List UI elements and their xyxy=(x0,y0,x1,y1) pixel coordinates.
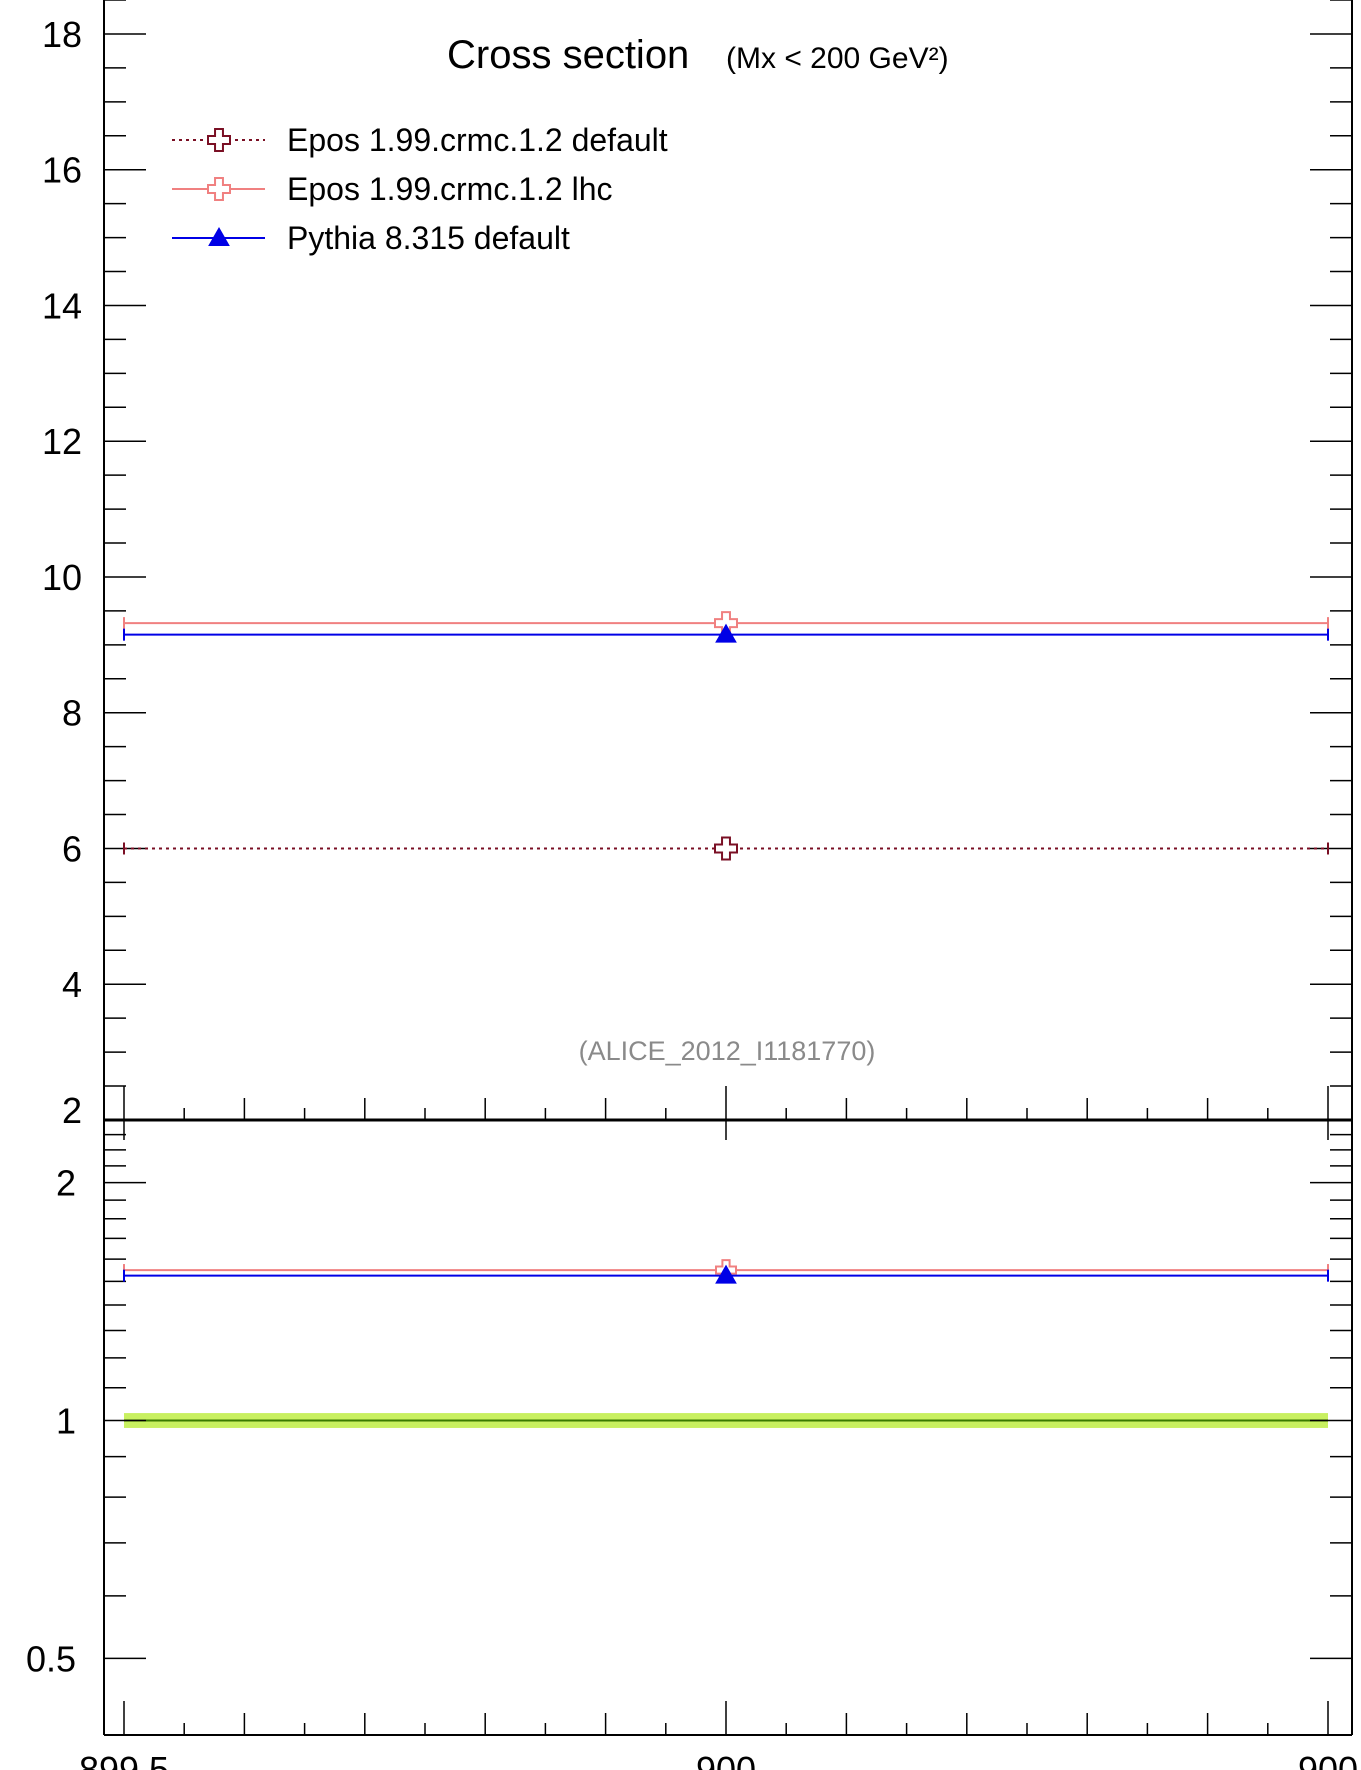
legend-label-2: Pythia 8.315 default xyxy=(287,220,570,256)
main-y-tick-label: 6 xyxy=(62,828,82,869)
legend-marker-0 xyxy=(207,128,231,152)
legend-marker-2 xyxy=(208,226,230,246)
legend-label-0: Epos 1.99.crmc.1.2 default xyxy=(287,122,668,158)
main-y-tick-label: 4 xyxy=(62,964,82,1005)
ratio-y-tick-label: 0.5 xyxy=(26,1638,76,1679)
main-y-tick-label: 10 xyxy=(42,557,82,598)
ratio-reference-band xyxy=(124,1413,1328,1428)
main-y-tick-label: 16 xyxy=(42,150,82,191)
x-tick-label: 899.5 xyxy=(79,1749,169,1770)
ratio-y-tick-label: 1 xyxy=(56,1400,76,1441)
series-marks xyxy=(123,611,1329,1284)
legend-marker-1 xyxy=(207,177,231,201)
legend-label-1: Epos 1.99.crmc.1.2 lhc xyxy=(287,171,612,207)
main-y-tick-label: 12 xyxy=(42,421,82,462)
plot-frames xyxy=(103,0,1353,1736)
series-2-point xyxy=(715,623,737,643)
chart-title: Cross section xyxy=(447,33,689,77)
x-tick-label: 900 xyxy=(696,1749,756,1770)
main-y-tick-label: 2 xyxy=(62,1090,82,1131)
legend: Epos 1.99.crmc.1.2 default Epos 1.99.crmc… xyxy=(172,122,668,256)
main-y-tick-label: 14 xyxy=(42,285,82,326)
chart-title-condition: (Mx < 200 GeV²) xyxy=(726,42,949,75)
series-0-point xyxy=(714,836,738,861)
main-y-tick-label: 18 xyxy=(42,14,82,55)
ratio-series-1-point xyxy=(715,1264,737,1284)
analysis-id-label: (ALICE_2012_I1181770) xyxy=(579,1036,876,1066)
ratio-y-tick-label: 2 xyxy=(56,1163,76,1204)
x-tick-label: 900 xyxy=(1298,1749,1358,1770)
axis-ticks xyxy=(104,0,1352,1735)
main-y-tick-label: 8 xyxy=(62,693,82,734)
